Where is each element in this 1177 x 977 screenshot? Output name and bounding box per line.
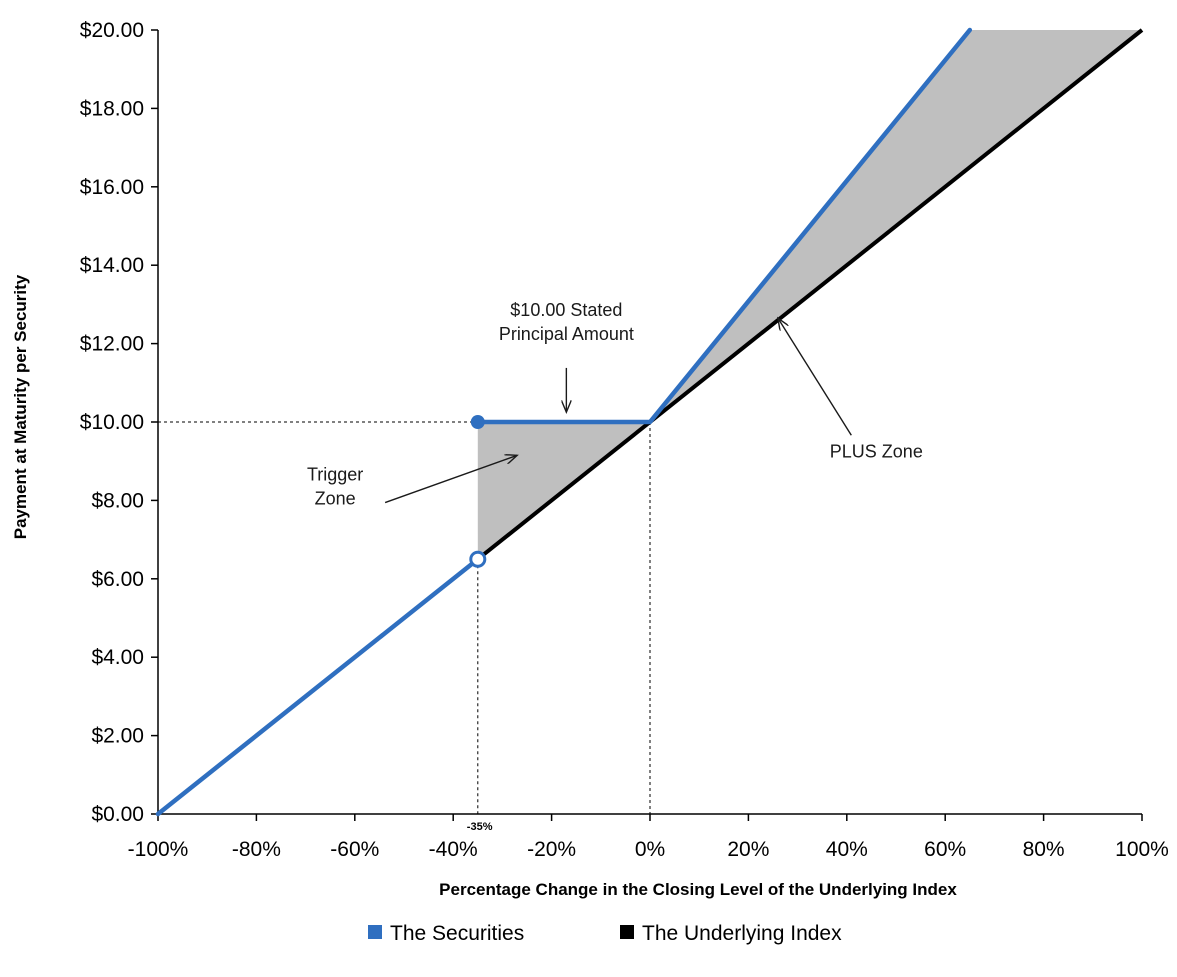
annotation-arrow [778,318,852,436]
y-tick-label: $16.00 [80,176,144,199]
annotation-line: Trigger [307,465,363,485]
annotation-line: Principal Amount [499,324,634,344]
y-axis-ticks: $0.00 $2.00 $4.00 $6.00 $8.00 $10.00 $12.00 $14… [80,19,158,826]
series-lines [155,27,1144,817]
y-tick-label: $10.00 [80,411,144,434]
x-tick-label: 80% [1023,838,1065,861]
x-tick-label: 0% [635,838,665,861]
trigger-markers [469,415,487,568]
trigger-open-marker [469,550,487,568]
annotation-text: Trigger Zone [307,465,363,509]
legend: The Securities The Underlying Index [368,922,842,945]
y-tick-label: $18.00 [80,97,144,120]
x-tick-label: 40% [826,838,868,861]
y-tick-label: $2.00 [91,725,144,748]
securities-line [475,27,973,425]
x-tick-label: -80% [232,838,281,861]
securities-line [155,556,481,817]
y-tick-label: $4.00 [91,646,144,669]
y-tick-label: $0.00 [91,803,144,826]
annotation-line: PLUS Zone [830,441,923,461]
reference-lines [158,421,651,814]
annotation-line: Zone [315,489,356,509]
y-tick-label: $12.00 [80,333,144,356]
x-tick-label: 20% [727,838,769,861]
annotation-line: $10.00 Stated [510,300,622,320]
principal-filled-marker [470,415,485,429]
y-tick-label: $6.00 [91,568,144,591]
legend-label: The Underlying Index [642,922,842,945]
annotation-arrow [384,455,517,504]
trigger-level-label: -35% [467,821,493,833]
x-tick-label: -20% [527,838,576,861]
x-tick-label: 100% [1115,838,1169,861]
annotation-text: $10.00 Stated Principal Amount [499,300,634,344]
legend-label: The Securities [390,922,524,945]
x-tick-label: 60% [924,838,966,861]
x-tick-label: -100% [128,838,189,861]
x-tick-label: -60% [330,838,379,861]
y-tick-label: $20.00 [80,19,144,42]
legend-swatch [368,925,382,939]
y-tick-label: $14.00 [80,254,144,277]
y-axis-title: Payment at Maturity per Security [11,274,30,539]
annotations: $10.00 Stated Principal Amount Trigger Zone… [307,300,923,509]
underlying-index-line [476,28,1144,561]
annotation-text: PLUS Zone [830,441,923,461]
y-tick-label: $8.00 [91,489,144,512]
x-tick-label: -40% [429,838,478,861]
x-axis-ticks: -100% -80% -60% -40% -20% 0% 20% 40% 60% 80% 100% [128,814,1169,861]
x-axis-title: Percentage Change in the Closing Level o… [439,880,957,899]
legend-swatch [620,925,634,939]
